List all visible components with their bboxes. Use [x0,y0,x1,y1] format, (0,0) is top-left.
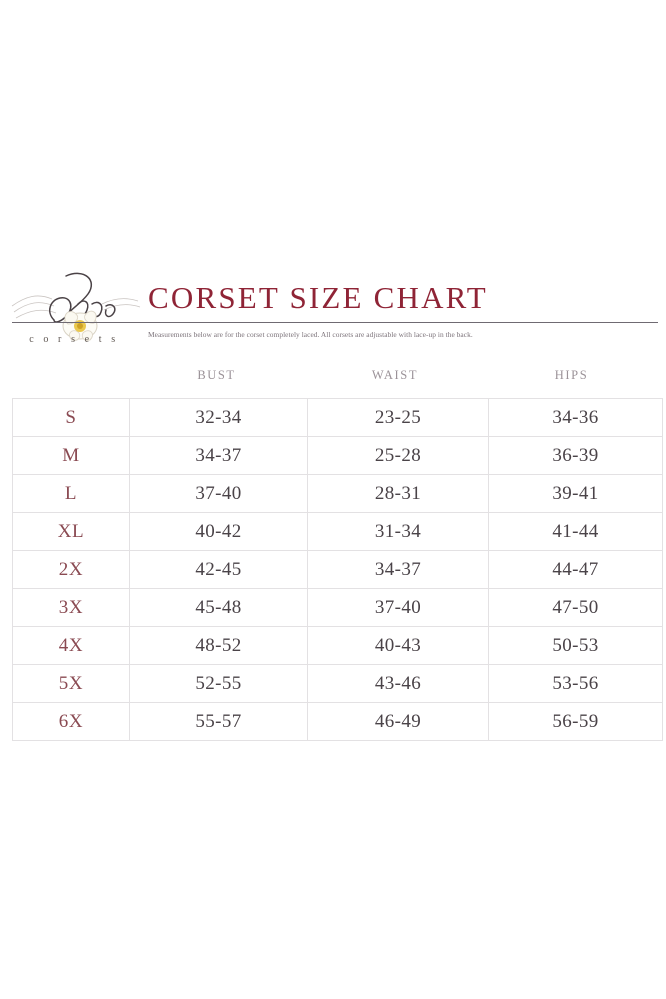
row-size-label: 3X [12,588,130,627]
chart-subtitle: Measurements below are for the corset co… [148,330,473,339]
row-size-label: S [12,398,130,437]
table-row: L 37-40 28-31 39-41 [12,474,663,513]
row-bust-value: 40-42 [129,512,308,551]
row-bust-value: 45-48 [129,588,308,627]
row-waist-value: 37-40 [307,588,489,627]
table-row: 5X 52-55 43-46 53-56 [12,664,663,703]
row-bust-value: 55-57 [129,702,308,741]
row-size-label: M [12,436,130,475]
column-header-bust: BUST [197,368,236,382]
row-hips-value: 47-50 [488,588,663,627]
row-waist-value: 46-49 [307,702,489,741]
chart-header: c o r s e t s CORSET SIZE CHART Measurem… [0,258,666,360]
row-hips-value: 34-36 [488,398,663,437]
table-row: S 32-34 23-25 34-36 [12,398,663,437]
row-bust-value: 48-52 [129,626,308,665]
row-hips-value: 44-47 [488,550,663,589]
table-row: 3X 45-48 37-40 47-50 [12,588,663,627]
row-size-label: 4X [12,626,130,665]
table-row: M 34-37 25-28 36-39 [12,436,663,475]
table-row: 6X 55-57 46-49 56-59 [12,702,663,741]
column-header-hips: HIPS [554,368,589,382]
row-size-label: 6X [12,702,130,741]
brand-wordmark: c o r s e t s [29,334,119,345]
row-waist-value: 34-37 [307,550,489,589]
row-waist-value: 40-43 [307,626,489,665]
row-size-label: 5X [12,664,130,703]
header-divider [12,322,658,323]
row-hips-value: 39-41 [488,474,663,513]
row-bust-value: 52-55 [129,664,308,703]
row-bust-value: 37-40 [129,474,308,513]
row-waist-value: 28-31 [307,474,489,513]
row-hips-value: 56-59 [488,702,663,741]
row-waist-value: 43-46 [307,664,489,703]
table-row: 4X 48-52 40-43 50-53 [12,626,663,665]
table-row: XL 40-42 31-34 41-44 [12,512,663,551]
row-bust-value: 34-37 [129,436,308,475]
page-title: CORSET SIZE CHART [148,280,488,315]
row-size-label: XL [12,512,130,551]
row-hips-value: 53-56 [488,664,663,703]
column-header-waist: WAIST [371,368,419,382]
row-waist-value: 23-25 [307,398,489,437]
size-chart-table: S 32-34 23-25 34-36 M 34-37 25-28 36-39 L 37-40 28… [12,398,663,741]
row-size-label: L [12,474,130,513]
daisy-corsets-logo-icon [10,260,142,352]
row-hips-value: 36-39 [488,436,663,475]
row-hips-value: 41-44 [488,512,663,551]
row-hips-value: 50-53 [488,626,663,665]
row-bust-value: 32-34 [129,398,308,437]
row-bust-value: 42-45 [129,550,308,589]
row-waist-value: 25-28 [307,436,489,475]
row-size-label: 2X [12,550,130,589]
table-row: 2X 42-45 34-37 44-47 [12,550,663,589]
row-waist-value: 31-34 [307,512,489,551]
column-header-row: BUST WAIST HIPS [12,368,658,390]
